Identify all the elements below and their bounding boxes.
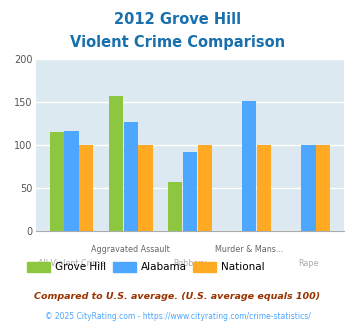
Bar bbox=[109, 96, 123, 231]
Text: Aggravated Assault: Aggravated Assault bbox=[91, 245, 170, 254]
Text: All Violent Crime: All Violent Crime bbox=[38, 259, 105, 268]
Text: Murder & Mans...: Murder & Mans... bbox=[215, 245, 283, 254]
Text: © 2025 CityRating.com - https://www.cityrating.com/crime-statistics/: © 2025 CityRating.com - https://www.city… bbox=[45, 312, 310, 321]
Text: Rape: Rape bbox=[298, 259, 319, 268]
Bar bbox=[257, 145, 271, 231]
Bar bbox=[50, 132, 64, 231]
Bar bbox=[198, 145, 212, 231]
Bar bbox=[138, 145, 153, 231]
Bar bbox=[168, 182, 182, 231]
Text: Violent Crime Comparison: Violent Crime Comparison bbox=[70, 35, 285, 50]
Text: 2012 Grove Hill: 2012 Grove Hill bbox=[114, 12, 241, 26]
Bar bbox=[301, 145, 316, 231]
Text: Robbery: Robbery bbox=[173, 259, 207, 268]
Bar bbox=[183, 152, 197, 231]
Bar bbox=[124, 122, 138, 231]
Bar bbox=[64, 131, 78, 231]
Bar bbox=[242, 101, 256, 231]
Text: Compared to U.S. average. (U.S. average equals 100): Compared to U.S. average. (U.S. average … bbox=[34, 292, 321, 301]
Bar bbox=[316, 145, 330, 231]
Bar bbox=[79, 145, 93, 231]
Legend: Grove Hill, Alabama, National: Grove Hill, Alabama, National bbox=[23, 258, 269, 277]
